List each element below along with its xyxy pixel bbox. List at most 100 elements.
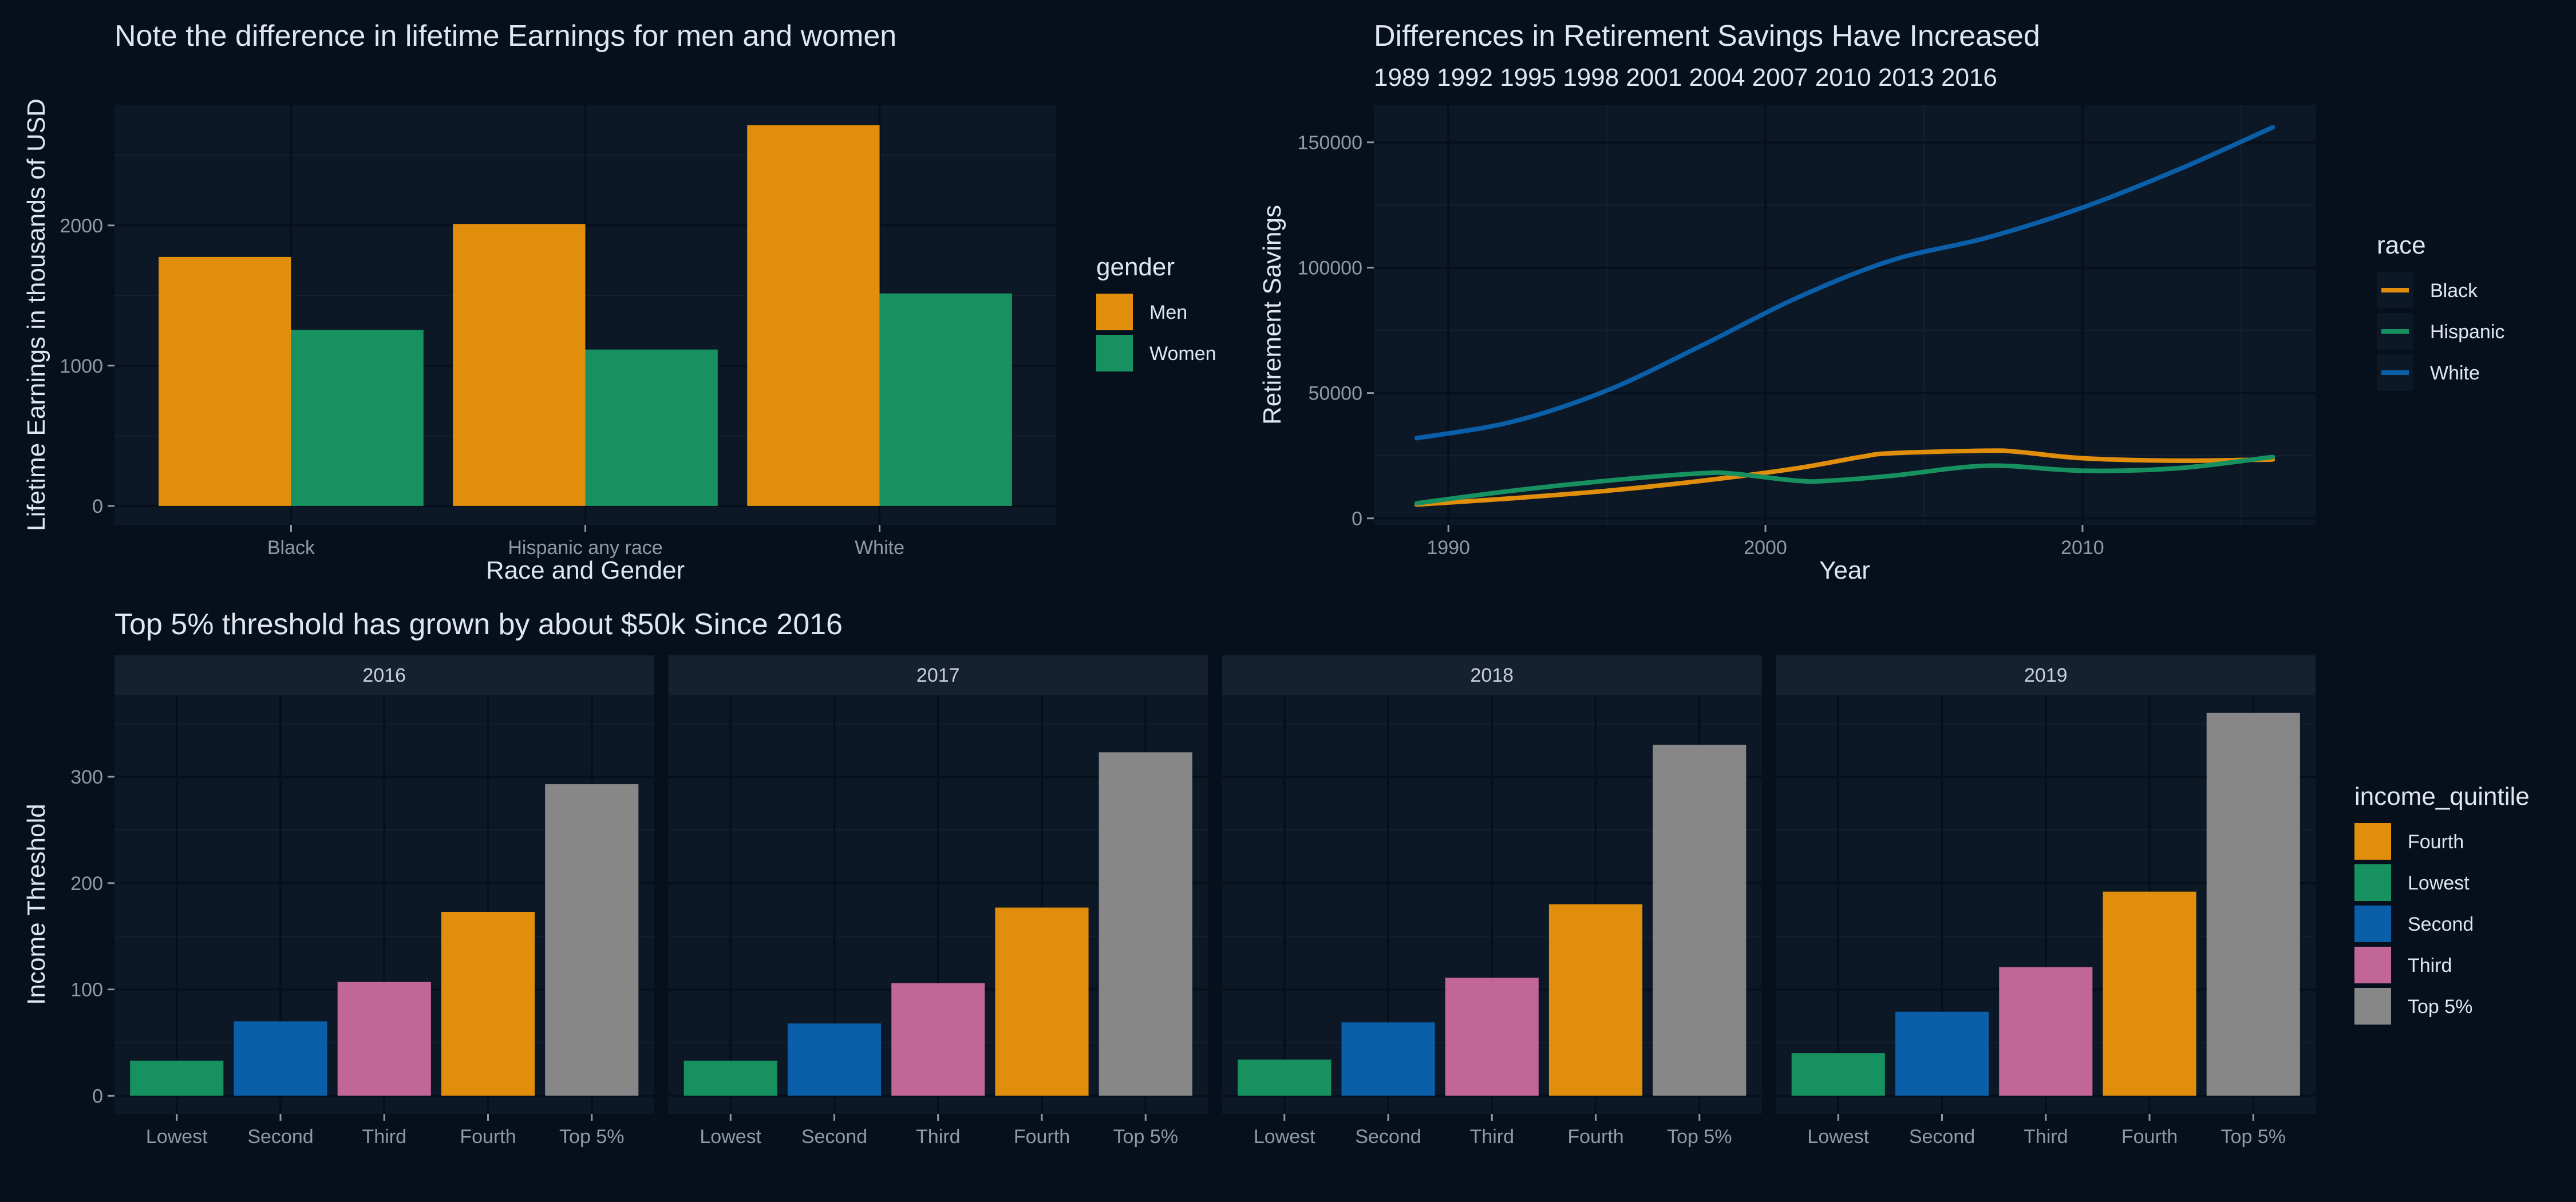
y-tick-label: 150000 xyxy=(1298,132,1362,154)
legend-label: Fourth xyxy=(2408,831,2464,853)
y-tick-label: 300 xyxy=(70,766,103,788)
x-tick-label: Third xyxy=(362,1126,406,1148)
legend-label: Women xyxy=(1149,343,1216,365)
x-tick-label: 1990 xyxy=(1427,537,1470,559)
savings-panel xyxy=(1374,105,2316,525)
y-tick-label: 2000 xyxy=(60,215,103,237)
legend-key-women xyxy=(1096,335,1133,371)
x-tick-label: 2010 xyxy=(2061,537,2104,559)
x-tick-label: Third xyxy=(916,1126,960,1148)
bar-white-women xyxy=(879,293,1012,506)
thresholds-chart-title: Top 5% threshold has grown by about $50k… xyxy=(114,608,843,641)
x-tick-label: Third xyxy=(1470,1126,1514,1148)
facet-strip-label: 2018 xyxy=(1470,665,1514,686)
bar-2017-fourth xyxy=(995,907,1089,1096)
x-tick-label: Second xyxy=(1909,1126,1975,1148)
legend-label: Second xyxy=(2408,914,2474,935)
facet-strip-label: 2019 xyxy=(2024,665,2068,686)
x-tick-label: Lowest xyxy=(700,1126,761,1148)
y-tick-label: 0 xyxy=(92,496,103,517)
y-axis-label: Lifetime Earnings in thousands of USD xyxy=(22,98,50,531)
bar-black-men xyxy=(159,256,291,506)
bar-2019-second xyxy=(1895,1011,1989,1096)
bar-2018-top-5 xyxy=(1653,745,1747,1096)
facet-strip-label: 2016 xyxy=(362,665,406,686)
bar-2017-lowest xyxy=(683,1061,777,1096)
legend-key-men xyxy=(1096,294,1133,330)
legend-key-third xyxy=(2354,947,2391,983)
legend-label: Men xyxy=(1149,302,1187,323)
y-tick-label: 0 xyxy=(1352,508,1362,530)
x-axis-label: Race and Gender xyxy=(486,556,685,584)
x-tick-label: Fourth xyxy=(460,1126,516,1148)
bar-2019-third xyxy=(1999,967,2093,1096)
bar-hispanic-any-race-men xyxy=(453,224,586,506)
bar-black-women xyxy=(291,330,424,506)
facet-strip xyxy=(114,655,654,695)
y-tick-label: 1000 xyxy=(60,355,103,377)
bar-2018-third xyxy=(1445,978,1539,1096)
earnings-chart-title: Note the difference in lifetime Earnings… xyxy=(114,19,896,53)
bar-2018-second xyxy=(1341,1022,1435,1096)
line-white xyxy=(1414,125,2275,441)
bar-2019-fourth xyxy=(2103,891,2196,1096)
line-black xyxy=(1414,448,2275,507)
y-axis-label: Retirement Savings xyxy=(1258,205,1286,425)
bar-2016-lowest xyxy=(130,1061,224,1096)
earnings-chart: Note the difference in lifetime Earnings… xyxy=(22,19,1216,584)
x-tick-label: Fourth xyxy=(2121,1126,2178,1148)
legend-label: White xyxy=(2430,362,2480,384)
bar-2016-second xyxy=(234,1021,327,1096)
bar-white-men xyxy=(747,125,880,506)
legend-label: Third xyxy=(2408,955,2452,976)
x-tick-label: Third xyxy=(2024,1126,2068,1148)
bar-hispanic-any-race-women xyxy=(585,349,718,506)
x-tick-label: Top 5% xyxy=(2221,1126,2286,1148)
legend-label: Top 5% xyxy=(2408,996,2472,1018)
x-tick-label: White xyxy=(855,537,904,559)
bar-2017-third xyxy=(891,983,985,1096)
x-tick-label: Black xyxy=(267,537,315,559)
savings-chart: Differences in Retirement Savings Have I… xyxy=(1258,19,2504,584)
legend-key-second xyxy=(2354,906,2391,942)
facet-strip xyxy=(668,655,1208,695)
bar-2019-top-5 xyxy=(2206,713,2300,1096)
bar-2017-top-5 xyxy=(1099,752,1192,1096)
x-tick-label: Fourth xyxy=(1014,1126,1070,1148)
legend-title: income_quintile xyxy=(2354,782,2530,810)
thresholds-chart: Top 5% threshold has grown by about $50k… xyxy=(22,608,2530,1148)
legend-key-lowest xyxy=(2354,864,2391,901)
x-tick-label: Top 5% xyxy=(559,1126,624,1148)
x-tick-label: Hispanic any race xyxy=(508,537,662,559)
facet-2019: 2019 Lowest Second Third Fourth Top 5% xyxy=(1776,655,2316,1148)
y-tick-label: 200 xyxy=(70,873,103,895)
x-tick-label: Second xyxy=(247,1126,313,1148)
legend-title: gender xyxy=(1096,253,1175,281)
bar-2018-lowest xyxy=(1238,1059,1332,1096)
x-tick-label: Top 5% xyxy=(1667,1126,1732,1148)
facet-strip xyxy=(1222,655,1762,695)
x-tick-label: Lowest xyxy=(146,1126,208,1148)
x-tick-label: Fourth xyxy=(1567,1126,1623,1148)
x-tick-label: Lowest xyxy=(1254,1126,1315,1148)
y-tick-label: 50000 xyxy=(1308,383,1362,405)
y-tick-label: 0 xyxy=(92,1085,103,1107)
line-hispanic xyxy=(1414,454,2275,506)
y-tick-label: 100000 xyxy=(1298,258,1362,279)
legend-title: race xyxy=(2377,231,2426,259)
legend-key-top-5 xyxy=(2354,988,2391,1025)
facet-2017: 2017 Lowest Second Third Fourth Top 5% xyxy=(668,655,1208,1148)
facet-strip-label: 2017 xyxy=(916,665,960,686)
x-tick-label: Second xyxy=(801,1126,867,1148)
bar-2018-fourth xyxy=(1548,904,1643,1096)
legend-label: Black xyxy=(2430,280,2478,302)
facet-strip xyxy=(1776,655,2316,695)
y-axis-label: Income Threshold xyxy=(22,804,50,1005)
bar-2016-top-5 xyxy=(545,784,639,1096)
x-axis-label: Year xyxy=(1819,556,1870,584)
facet-2016: 2016 Lowest Second Third Fourth Top 5% xyxy=(114,655,654,1148)
y-tick-label: 100 xyxy=(70,979,103,1001)
bar-2016-third xyxy=(337,982,431,1096)
legend-label: Lowest xyxy=(2408,872,2470,894)
